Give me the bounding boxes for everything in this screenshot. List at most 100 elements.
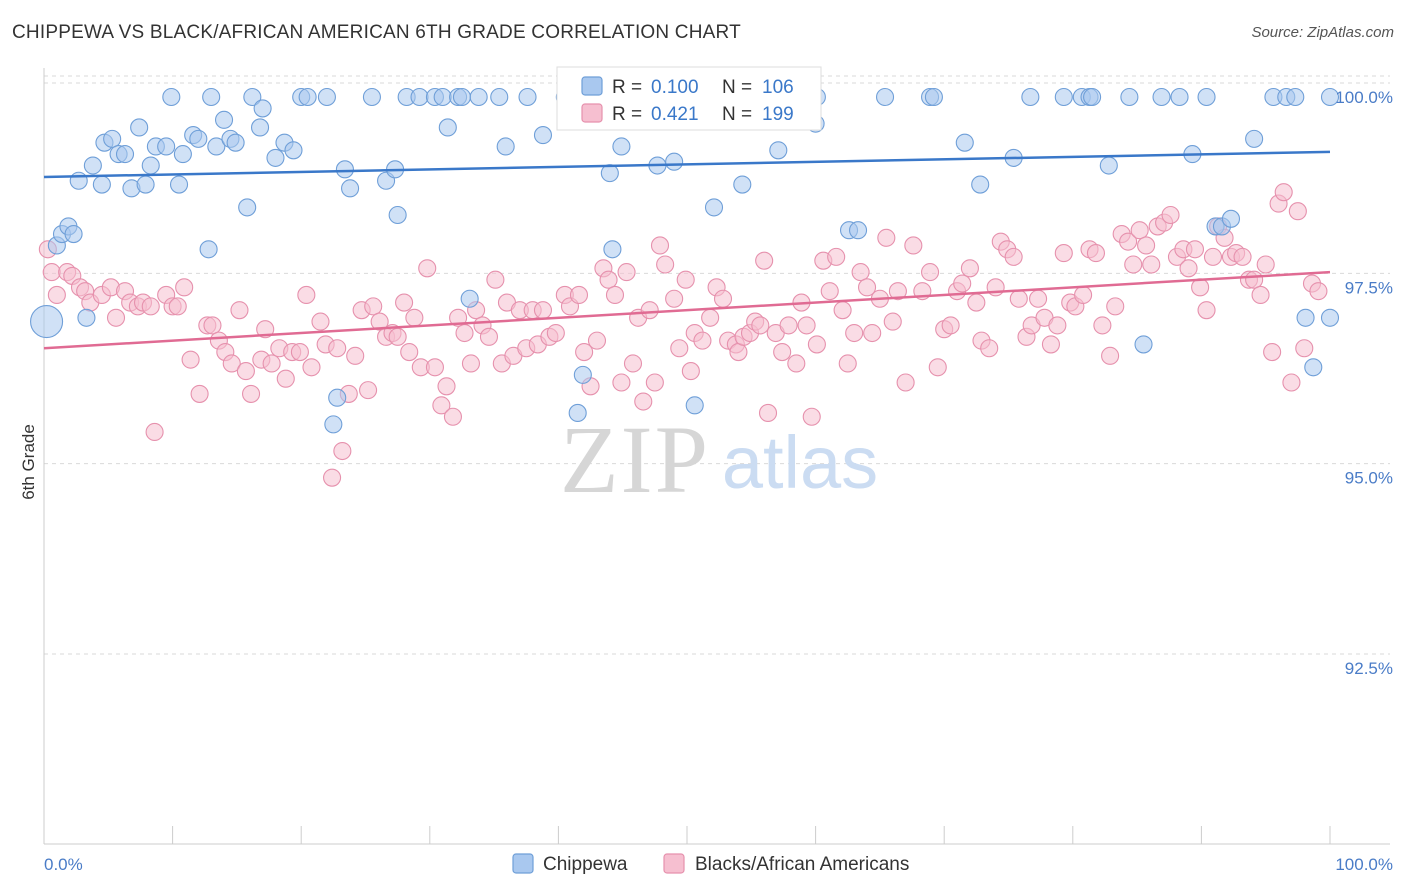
point-chippewa-6	[77, 308, 96, 327]
point-chippewa-57	[490, 87, 509, 107]
point-blacks-63	[449, 308, 468, 327]
point-blacks-184	[1197, 301, 1216, 320]
point-chippewa-52	[438, 118, 457, 137]
x-tick-label-min: 0.0%	[44, 855, 83, 874]
trend-line-blacks	[43, 270, 1331, 350]
point-blacks-19	[168, 297, 187, 316]
point-blacks-138	[904, 236, 923, 255]
legend-label-blacks: Blacks/African Americans	[695, 854, 909, 875]
point-blacks-137	[896, 373, 915, 392]
point-blacks-10	[106, 308, 126, 327]
point-blacks-164	[1074, 285, 1093, 304]
point-blacks-21	[181, 350, 200, 369]
point-blacks-129	[845, 323, 864, 343]
point-blacks-136	[888, 282, 907, 301]
point-blacks-53	[388, 327, 407, 346]
point-blacks-132	[863, 323, 882, 343]
point-chippewa-62	[568, 403, 587, 423]
point-chippewa-83	[875, 87, 895, 107]
point-chippewa-20	[169, 175, 189, 194]
point-blacks-24	[203, 316, 222, 335]
point-chippewa-0	[30, 305, 64, 339]
point-chippewa-104	[1245, 129, 1264, 148]
axes	[43, 68, 1390, 845]
point-chippewa-109	[1320, 87, 1340, 107]
point-blacks-39	[302, 358, 321, 377]
point-blacks-145	[953, 274, 972, 293]
point-blacks-172	[1124, 255, 1143, 274]
point-chippewa-65	[600, 164, 619, 183]
point-blacks-140	[921, 263, 940, 282]
point-chippewa-51	[433, 87, 452, 107]
point-chippewa-59	[518, 87, 537, 107]
point-chippewa-27	[214, 110, 234, 129]
point-blacks-93	[634, 392, 653, 411]
point-chippewa-85	[924, 87, 943, 107]
point-chippewa-14	[130, 118, 149, 137]
watermark: ZIP atlas	[560, 406, 878, 513]
x-tick-label-max: 100.0%	[1335, 855, 1393, 874]
point-blacks-43	[328, 339, 347, 358]
point-chippewa-18	[157, 137, 176, 156]
stats-n-label-blacks: N =	[722, 104, 752, 125]
point-chippewa-67	[612, 137, 631, 156]
point-blacks-77	[533, 301, 553, 320]
point-chippewa-41	[328, 388, 347, 407]
point-blacks-97	[656, 255, 675, 274]
point-blacks-42	[323, 468, 342, 487]
point-blacks-103	[693, 331, 712, 350]
point-blacks-98	[665, 289, 684, 308]
point-blacks-190	[1233, 247, 1252, 266]
point-blacks-106	[713, 289, 733, 308]
point-chippewa-30	[238, 198, 257, 217]
point-chippewa-16	[141, 156, 160, 175]
point-blacks-1	[42, 263, 61, 282]
stats-r-value-chippewa: 0.100	[651, 77, 699, 98]
point-blacks-134	[877, 228, 896, 247]
point-blacks-119	[787, 354, 806, 373]
stats-legend-swatch-chippewa	[581, 76, 603, 96]
point-blacks-100	[676, 270, 695, 289]
point-blacks-79	[546, 323, 565, 343]
point-chippewa-73	[704, 198, 724, 217]
point-blacks-200	[1295, 339, 1314, 358]
point-blacks-55	[400, 342, 419, 362]
point-chippewa-39	[317, 87, 336, 107]
point-blacks-168	[1101, 346, 1120, 365]
point-blacks-89	[612, 373, 631, 392]
point-blacks-29	[236, 362, 255, 381]
trend-line-chippewa	[43, 150, 1331, 179]
point-chippewa-26	[207, 137, 226, 156]
point-blacks-33	[262, 354, 281, 373]
point-blacks-83	[575, 342, 594, 362]
point-chippewa-32	[250, 118, 270, 137]
point-blacks-37	[290, 342, 309, 362]
point-blacks-135	[883, 312, 902, 331]
point-chippewa-110	[1320, 308, 1340, 327]
stats-r-label-chippewa: R =	[612, 77, 642, 98]
point-blacks-147	[967, 293, 986, 312]
point-blacks-169	[1106, 297, 1125, 316]
point-blacks-113	[751, 316, 770, 335]
point-blacks-49	[364, 297, 383, 316]
point-blacks-153	[1004, 247, 1023, 266]
point-chippewa-7	[83, 156, 102, 175]
point-blacks-195	[1263, 342, 1282, 362]
series-chippewa	[30, 87, 1340, 434]
point-blacks-85	[587, 331, 607, 350]
point-blacks-109	[729, 342, 748, 362]
point-chippewa-94	[1099, 156, 1118, 175]
point-blacks-64	[455, 323, 474, 343]
y-tick-label-3: 100.0%	[1335, 88, 1393, 107]
point-blacks-161	[1054, 244, 1073, 263]
trend-lines	[43, 150, 1331, 350]
legend-swatch-chippewa	[512, 853, 534, 874]
y-axis-title: 6th Grade	[19, 424, 38, 500]
point-chippewa-96	[1134, 335, 1153, 354]
point-blacks-35	[276, 369, 295, 388]
point-blacks-114	[755, 251, 774, 270]
point-blacks-159	[1041, 335, 1060, 354]
stats-legend: R = 0.100 N = 106 R = 0.421 N = 199	[556, 66, 822, 131]
point-blacks-146	[960, 259, 979, 278]
